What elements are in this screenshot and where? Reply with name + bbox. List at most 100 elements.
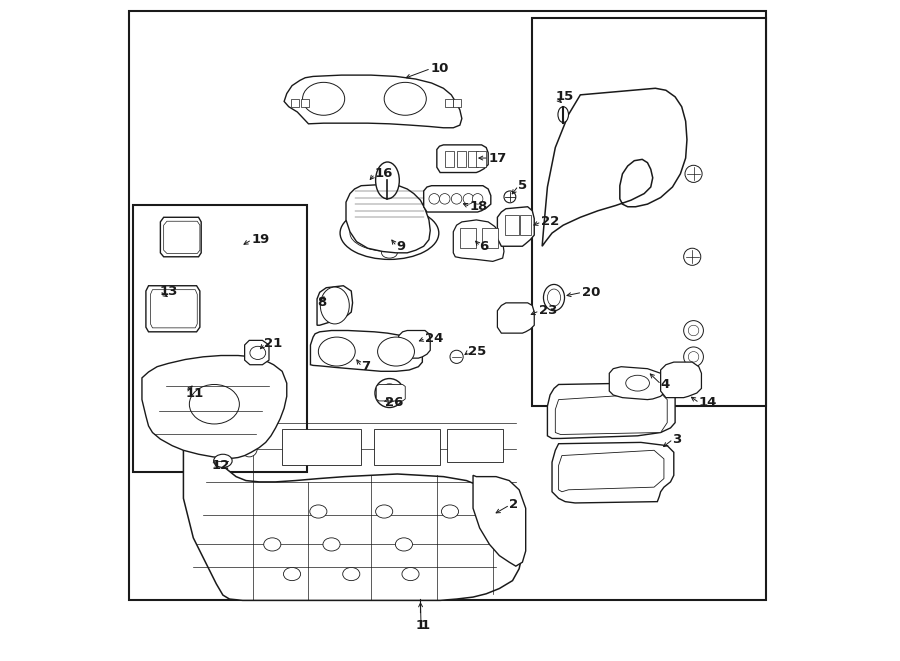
Ellipse shape	[547, 289, 561, 306]
Ellipse shape	[384, 83, 427, 115]
Ellipse shape	[402, 567, 419, 580]
Bar	[445, 151, 454, 167]
Polygon shape	[160, 217, 202, 256]
Bar	[482, 229, 498, 249]
Bar	[456, 151, 466, 167]
Text: 23: 23	[539, 304, 557, 317]
Ellipse shape	[320, 287, 349, 324]
Bar	[468, 151, 478, 167]
Ellipse shape	[429, 194, 439, 204]
Ellipse shape	[684, 321, 704, 340]
Text: 18: 18	[470, 200, 488, 214]
Ellipse shape	[302, 83, 345, 115]
Ellipse shape	[226, 403, 246, 422]
Bar	[374, 429, 440, 465]
Text: 12: 12	[212, 459, 230, 472]
Bar	[129, 11, 766, 600]
Bar	[460, 229, 476, 249]
Text: 1: 1	[416, 619, 425, 632]
Text: 24: 24	[425, 332, 444, 345]
Ellipse shape	[504, 191, 516, 203]
Ellipse shape	[464, 194, 473, 204]
Text: 22: 22	[541, 215, 559, 229]
Text: 15: 15	[555, 91, 573, 103]
Ellipse shape	[441, 505, 459, 518]
Bar	[132, 206, 307, 472]
Polygon shape	[164, 221, 200, 253]
Polygon shape	[436, 145, 488, 173]
Ellipse shape	[310, 505, 327, 518]
Text: 6: 6	[480, 240, 489, 253]
Text: 2: 2	[509, 498, 518, 512]
Ellipse shape	[375, 505, 392, 518]
Ellipse shape	[340, 207, 439, 259]
Ellipse shape	[241, 441, 257, 457]
Text: 4: 4	[661, 378, 670, 391]
Ellipse shape	[450, 350, 464, 364]
Text: 25: 25	[468, 345, 487, 358]
Text: 20: 20	[581, 286, 600, 299]
Ellipse shape	[685, 165, 702, 182]
Text: 11: 11	[185, 387, 203, 399]
Polygon shape	[552, 442, 674, 503]
Ellipse shape	[684, 249, 701, 265]
Ellipse shape	[378, 337, 415, 366]
Ellipse shape	[343, 567, 360, 580]
Ellipse shape	[382, 248, 397, 258]
Polygon shape	[498, 303, 535, 333]
Polygon shape	[150, 290, 197, 328]
Bar	[476, 151, 485, 167]
Text: 5: 5	[518, 179, 526, 192]
Ellipse shape	[250, 346, 266, 360]
Bar	[302, 98, 309, 106]
Polygon shape	[454, 220, 504, 261]
Bar	[445, 98, 453, 106]
Polygon shape	[317, 286, 353, 325]
Polygon shape	[661, 362, 701, 398]
Text: 21: 21	[265, 337, 283, 350]
Polygon shape	[473, 475, 526, 566]
Text: 1: 1	[420, 619, 429, 632]
Ellipse shape	[439, 194, 450, 204]
Polygon shape	[146, 286, 200, 332]
Polygon shape	[142, 356, 287, 458]
Ellipse shape	[626, 375, 650, 391]
Ellipse shape	[284, 567, 301, 580]
Polygon shape	[498, 207, 535, 247]
Ellipse shape	[213, 454, 232, 467]
Bar	[532, 18, 766, 407]
Ellipse shape	[544, 284, 564, 311]
Ellipse shape	[688, 352, 698, 362]
Bar	[505, 215, 519, 235]
Ellipse shape	[189, 385, 239, 424]
Polygon shape	[547, 383, 675, 438]
Ellipse shape	[558, 106, 569, 122]
Polygon shape	[542, 89, 687, 247]
Bar	[283, 429, 361, 465]
Text: 17: 17	[488, 151, 507, 165]
Polygon shape	[284, 75, 462, 128]
Text: 7: 7	[361, 360, 370, 373]
Bar	[453, 98, 461, 106]
Text: 19: 19	[251, 233, 269, 246]
Polygon shape	[376, 385, 405, 401]
Polygon shape	[310, 330, 422, 371]
Ellipse shape	[472, 194, 483, 204]
Ellipse shape	[323, 538, 340, 551]
Polygon shape	[555, 393, 667, 434]
Ellipse shape	[375, 162, 400, 199]
Ellipse shape	[350, 215, 429, 252]
Polygon shape	[424, 186, 491, 212]
Text: 14: 14	[698, 397, 717, 409]
Text: 8: 8	[317, 296, 327, 309]
Polygon shape	[559, 450, 664, 492]
Text: 26: 26	[385, 397, 404, 409]
Text: 10: 10	[430, 62, 448, 75]
Bar	[292, 98, 300, 106]
Text: 3: 3	[672, 432, 681, 446]
Ellipse shape	[319, 337, 356, 366]
Polygon shape	[245, 340, 269, 365]
Bar	[520, 215, 531, 235]
Ellipse shape	[395, 538, 412, 551]
Ellipse shape	[375, 379, 404, 408]
